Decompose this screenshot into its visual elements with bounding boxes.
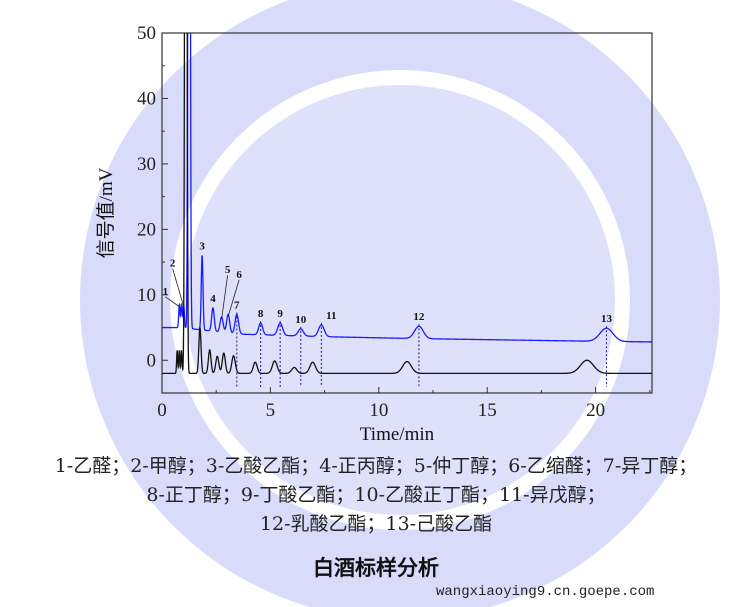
figure-caption: 白酒标样分析 xyxy=(313,556,439,580)
peak-label-2: 2 xyxy=(170,258,176,270)
site-url: wangxiaoying9.cn.goepe.com xyxy=(436,584,655,600)
sample-trace-blue xyxy=(162,33,652,343)
peak-label-7: 7 xyxy=(234,299,240,311)
y-axis-label: 信号值/mV xyxy=(95,167,117,258)
standard-trace-black xyxy=(162,33,652,375)
peak-label-9: 9 xyxy=(277,308,283,320)
watermark-disc xyxy=(185,85,615,515)
legend-line-3: 12-乳酸乙酯；13-己酸乙酯 xyxy=(259,513,493,535)
peak-leader-line xyxy=(165,296,180,307)
watermark-ring xyxy=(80,0,720,607)
legend-line-1: 1-乙醛；2-甲醇；3-乙酸乙酯；4-正丙醇；5-仲丁醇；6-乙缩醛；7-异丁醇… xyxy=(54,455,698,477)
x-tick-label: 15 xyxy=(478,400,497,421)
y-tick-label: 20 xyxy=(137,219,156,240)
peak-label-6: 6 xyxy=(236,269,242,281)
legend-line-2: 8-正丁醇；9-丁酸乙酯；10-乙酸正丁酯；11-异戊醇； xyxy=(146,484,606,506)
peak-label-5: 5 xyxy=(225,264,231,276)
peak-label-10: 10 xyxy=(295,314,307,326)
peak-leader-line xyxy=(221,275,229,320)
x-axis-label: Time/min xyxy=(360,424,435,445)
x-tick-label: 5 xyxy=(266,400,276,421)
y-tick-label: 40 xyxy=(137,88,156,109)
plot-frame xyxy=(161,32,653,394)
peak-label-8: 8 xyxy=(258,308,264,320)
x-tick-label: 10 xyxy=(369,400,388,421)
y-tick-label: 10 xyxy=(137,285,156,306)
y-tick-label: 0 xyxy=(147,350,157,371)
peak-label-13: 13 xyxy=(601,313,613,325)
peak-leader-line xyxy=(227,279,240,317)
watermark xyxy=(80,0,720,607)
y-tick-label: 30 xyxy=(137,154,156,175)
peak-label-1: 1 xyxy=(163,286,169,298)
x-tick-label: 0 xyxy=(157,400,167,421)
y-tick-label: 50 xyxy=(137,23,156,44)
peak-label-12: 12 xyxy=(413,311,425,323)
peak-leader-line xyxy=(172,268,185,307)
peak-label-3: 3 xyxy=(199,241,205,253)
peak-label-11: 11 xyxy=(326,310,336,322)
x-tick-label: 20 xyxy=(586,400,605,421)
peak-label-4: 4 xyxy=(210,293,216,305)
peak-legend: 1-乙醛；2-甲醇；3-乙酸乙酯；4-正丙醇；5-仲丁醇；6-乙缩醛；7-异丁醇… xyxy=(0,452,752,539)
